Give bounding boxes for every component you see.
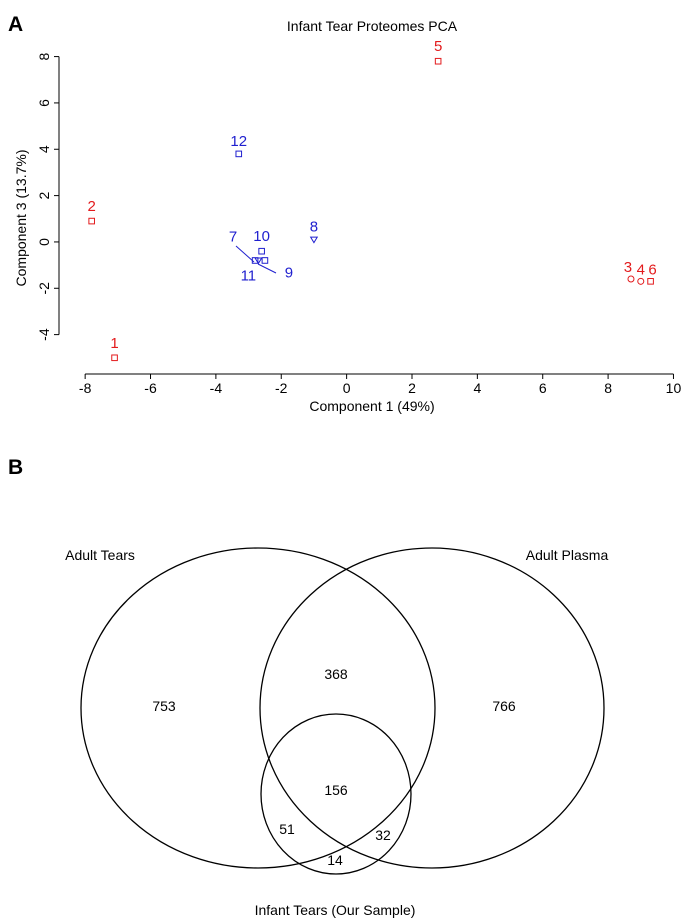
- set-label-adult-tears: Adult Tears: [65, 547, 135, 563]
- connector-9: [257, 263, 277, 274]
- x-tick-label: -4: [210, 380, 223, 396]
- adult-plasma-circle: [259, 547, 605, 869]
- point-marker-12: [235, 150, 243, 158]
- x-tick-label: -8: [79, 380, 92, 396]
- x-tick-label: -2: [275, 380, 288, 396]
- point-label-1: 1: [110, 335, 118, 352]
- x-ticks: -8 -6 -4 -2 0 2 4 6 8 10: [79, 374, 682, 396]
- point-label-3: 3: [624, 259, 632, 276]
- set-label-adult-plasma: Adult Plasma: [526, 547, 609, 563]
- region-tears-only: 753: [152, 698, 176, 714]
- point-marker-11: [254, 257, 263, 265]
- x-tick-label: 8: [604, 380, 612, 396]
- y-tick-label: 2: [36, 191, 52, 199]
- y-tick-label: 6: [36, 99, 52, 107]
- point-label-4: 4: [637, 261, 645, 278]
- adult-tears-circle: [80, 547, 436, 869]
- point-marker-4: [637, 277, 645, 285]
- point-label-6: 6: [648, 261, 656, 278]
- point-marker-9: [261, 257, 269, 264]
- region-tears-infant: 51: [279, 821, 295, 837]
- y-axis-label: Component 3 (13.7%): [13, 150, 29, 287]
- point-marker-5: [434, 57, 442, 65]
- point-label-8: 8: [310, 219, 318, 236]
- point-label-7: 7: [229, 228, 237, 245]
- point-label-11: 11: [241, 267, 257, 284]
- point-label-2: 2: [88, 198, 96, 215]
- region-tears-plasma: 368: [324, 666, 348, 682]
- region-all-three: 156: [324, 782, 348, 798]
- point-label-12: 12: [230, 133, 247, 150]
- label-connectors: [235, 245, 277, 274]
- x-tick-label: 0: [343, 380, 351, 396]
- point-marker-3: [627, 275, 635, 283]
- region-plasma-infant: 32: [375, 827, 391, 843]
- point-marker-10: [258, 247, 265, 255]
- x-tick-label: 6: [539, 380, 547, 396]
- connector-7: [235, 245, 255, 263]
- chart-title: Infant Tear Proteomes PCA: [287, 18, 458, 34]
- point-marker-2: [88, 217, 95, 225]
- point-marker-6: [647, 278, 654, 285]
- panel-label-b: B: [8, 456, 23, 479]
- y-tick-label: -2: [36, 282, 52, 295]
- venn-diagram: Adult Tears Adult Plasma Infant Tears (O…: [65, 547, 608, 918]
- y-tick-label: -4: [36, 328, 52, 341]
- pca-scatter-chart: Infant Tear Proteomes PCA -8 -6 -4 -2 0 2 4 6 8 1…: [13, 18, 681, 414]
- y-tick-label: 8: [36, 52, 52, 60]
- y-tick-label: 0: [36, 238, 52, 246]
- x-tick-label: 4: [473, 380, 481, 396]
- y-tick-label: 4: [36, 145, 52, 153]
- point-marker-8: [309, 236, 319, 244]
- x-tick-label: 10: [666, 380, 682, 396]
- point-label-9: 9: [285, 264, 293, 281]
- panel-label-a: A: [8, 13, 23, 36]
- infant-tears-circle: [260, 713, 412, 875]
- y-ticks: -4 -2 0 2 4 6 8: [36, 52, 59, 341]
- x-tick-label: -6: [144, 380, 157, 396]
- point-marker-1: [111, 354, 118, 362]
- set-label-infant-tears: Infant Tears (Our Sample): [255, 902, 416, 918]
- point-label-5: 5: [434, 38, 442, 55]
- x-tick-label: 2: [408, 380, 416, 396]
- point-label-10: 10: [253, 228, 270, 245]
- region-plasma-only: 766: [492, 698, 516, 714]
- x-axis-label: Component 1 (49%): [309, 398, 434, 414]
- region-infant-only: 14: [327, 852, 343, 868]
